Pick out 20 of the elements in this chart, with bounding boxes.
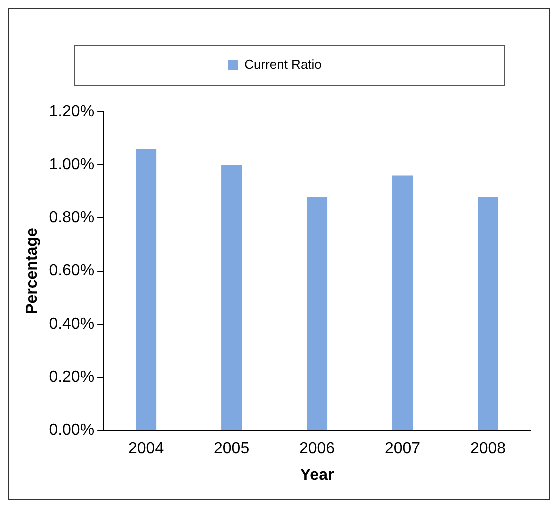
x-tick-label: 2005 <box>214 440 250 458</box>
x-axis-title: Year <box>300 466 334 484</box>
bar <box>392 176 414 430</box>
y-tick-label: 0.40% <box>49 316 95 333</box>
legend-label: Current Ratio <box>244 57 322 72</box>
y-axis-title: Percentage <box>24 228 42 314</box>
y-tick-label: 1.20% <box>49 103 95 120</box>
y-tick-label: 0.60% <box>49 262 95 280</box>
bar <box>478 196 499 430</box>
bar <box>307 196 328 430</box>
bar <box>222 165 242 430</box>
bar <box>136 149 157 430</box>
x-tick-label: 2008 <box>470 440 506 458</box>
y-tick-label: 0.00% <box>49 422 95 440</box>
y-tick-label: 1.00% <box>49 156 95 174</box>
x-tick-label: 2006 <box>299 440 336 458</box>
y-tick-label: 0.80% <box>49 210 95 227</box>
x-tick-label: 2007 <box>384 440 421 458</box>
y-tick-label: 0.20% <box>49 368 95 386</box>
x-tick-label: 2004 <box>128 440 164 458</box>
